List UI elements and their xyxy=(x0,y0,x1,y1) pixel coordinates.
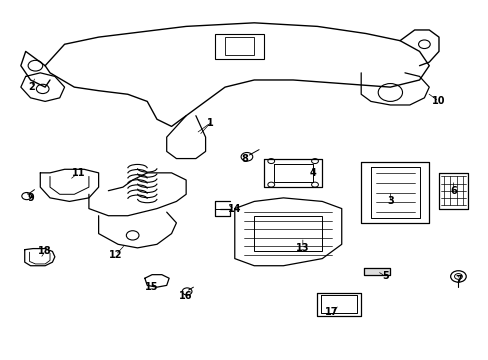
Text: 9: 9 xyxy=(27,193,34,203)
Text: 4: 4 xyxy=(308,168,315,178)
Text: 1: 1 xyxy=(206,118,213,128)
Text: 8: 8 xyxy=(241,154,247,163)
Text: 14: 14 xyxy=(227,203,241,213)
Text: 17: 17 xyxy=(325,307,338,317)
Text: 12: 12 xyxy=(109,250,122,260)
Text: 3: 3 xyxy=(386,197,393,206)
Polygon shape xyxy=(363,267,389,275)
Text: 2: 2 xyxy=(28,82,35,92)
Bar xyxy=(215,33,264,59)
Text: 6: 6 xyxy=(449,186,456,196)
Text: 5: 5 xyxy=(381,271,388,282)
Text: 10: 10 xyxy=(431,96,445,107)
Bar xyxy=(224,37,254,55)
Text: 15: 15 xyxy=(145,282,159,292)
Text: 16: 16 xyxy=(179,291,192,301)
Text: 11: 11 xyxy=(71,168,85,178)
Text: 13: 13 xyxy=(296,243,309,253)
Text: 18: 18 xyxy=(38,247,52,256)
Bar xyxy=(254,216,322,251)
Text: 7: 7 xyxy=(454,275,461,285)
